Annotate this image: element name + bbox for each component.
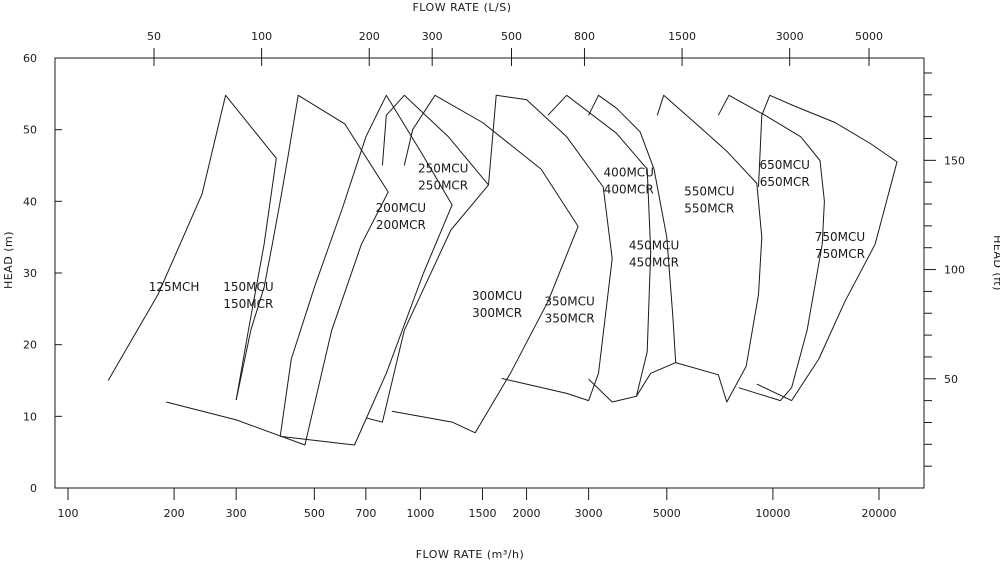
series-label: 650MCU bbox=[759, 158, 809, 172]
series-outline-5 bbox=[488, 94, 613, 402]
series-label: 550MCR bbox=[684, 202, 734, 216]
y-left-tick-label: 10 bbox=[23, 410, 37, 423]
x-bottom-tick-label: 500 bbox=[304, 507, 325, 520]
x-bottom-tick-label: 700 bbox=[355, 507, 376, 520]
x-top-tick-label: 1500 bbox=[668, 30, 696, 43]
series-outline-1 bbox=[166, 94, 389, 446]
series-label: 650MCR bbox=[760, 175, 810, 189]
y-left-tick-label: 60 bbox=[23, 52, 37, 65]
series-label: 750MCU bbox=[815, 230, 865, 244]
x-top-tick-label: 200 bbox=[359, 30, 380, 43]
labels-layer: 125MCH 150MCU 150MCR 200MCU 200MCR 250MCU 250M… bbox=[149, 158, 865, 325]
series-label: 400MCU bbox=[604, 165, 654, 179]
ticks-layer: 100 200 300 500 700 1000 1500 2000 3000 5000 10000… bbox=[23, 30, 965, 520]
series-label: 350MCR bbox=[545, 311, 595, 325]
x-top-tick-label: 300 bbox=[422, 30, 443, 43]
series-outline-2 bbox=[279, 94, 453, 446]
series-outline-6 bbox=[547, 94, 652, 403]
series-label: 450MCU bbox=[629, 238, 679, 252]
series-label: 200MCR bbox=[376, 218, 426, 232]
series-label: 250MCR bbox=[418, 179, 468, 193]
x-top-tick-label: 3000 bbox=[776, 30, 804, 43]
series-outline-3 bbox=[365, 94, 489, 423]
x-top-tick-label: 50 bbox=[147, 30, 161, 43]
plot-frame bbox=[54, 57, 925, 489]
x-bottom-tick-label: 20000 bbox=[862, 507, 897, 520]
series-label: 550MCU bbox=[684, 185, 734, 199]
series-label: 125MCH bbox=[149, 280, 200, 294]
y-left-tick-label: 20 bbox=[23, 339, 37, 352]
x-bottom-tick-label: 200 bbox=[164, 507, 185, 520]
x-axis-bottom-title: FLOW RATE (m³/h) bbox=[416, 548, 525, 561]
x-bottom-tick-label: 10000 bbox=[755, 507, 790, 520]
series-label: 400MCR bbox=[604, 182, 654, 196]
series-outline-10 bbox=[756, 94, 898, 402]
series-label: 250MCU bbox=[418, 162, 468, 176]
series-label: 150MCR bbox=[223, 297, 273, 311]
x-bottom-tick-label: 300 bbox=[226, 507, 247, 520]
x-axis-top-title: FLOW RATE (L/S) bbox=[412, 1, 511, 14]
y-axis-right-title: HEAD (ft) bbox=[991, 235, 1000, 291]
y-right-tick-label: 100 bbox=[944, 264, 965, 277]
series-label: 300MCU bbox=[472, 289, 522, 303]
x-top-tick-label: 5000 bbox=[855, 30, 883, 43]
series-outline-7 bbox=[588, 94, 677, 397]
x-bottom-tick-label: 100 bbox=[58, 507, 79, 520]
x-bottom-tick-label: 5000 bbox=[653, 507, 681, 520]
x-top-tick-label: 500 bbox=[501, 30, 522, 43]
series-label: 300MCR bbox=[472, 306, 522, 320]
x-bottom-tick-label: 1500 bbox=[469, 507, 497, 520]
series-label: 350MCU bbox=[544, 294, 594, 308]
series-label: 450MCR bbox=[629, 255, 679, 269]
y-left-tick-label: 50 bbox=[23, 124, 37, 137]
series-label: 750MCR bbox=[815, 247, 865, 261]
y-left-tick-label: 0 bbox=[30, 482, 37, 495]
series-outline-8 bbox=[656, 94, 763, 403]
series-label: 150MCU bbox=[223, 280, 273, 294]
y-left-tick-label: 30 bbox=[23, 267, 37, 280]
x-top-tick-label: 100 bbox=[251, 30, 272, 43]
series-outline-4 bbox=[391, 94, 579, 434]
y-right-tick-label: 50 bbox=[944, 373, 958, 386]
series-outline-9 bbox=[717, 94, 825, 402]
y-right-tick-label: 150 bbox=[944, 154, 965, 167]
y-axis-left-title: HEAD (m) bbox=[2, 231, 15, 289]
series-outline-0 bbox=[107, 94, 277, 400]
x-bottom-tick-label: 1000 bbox=[406, 507, 434, 520]
x-bottom-tick-label: 2000 bbox=[513, 507, 541, 520]
curves-layer bbox=[107, 94, 898, 446]
x-top-tick-label: 800 bbox=[574, 30, 595, 43]
series-label: 200MCU bbox=[376, 201, 426, 215]
y-left-tick-label: 40 bbox=[23, 195, 37, 208]
x-bottom-tick-label: 3000 bbox=[575, 507, 603, 520]
